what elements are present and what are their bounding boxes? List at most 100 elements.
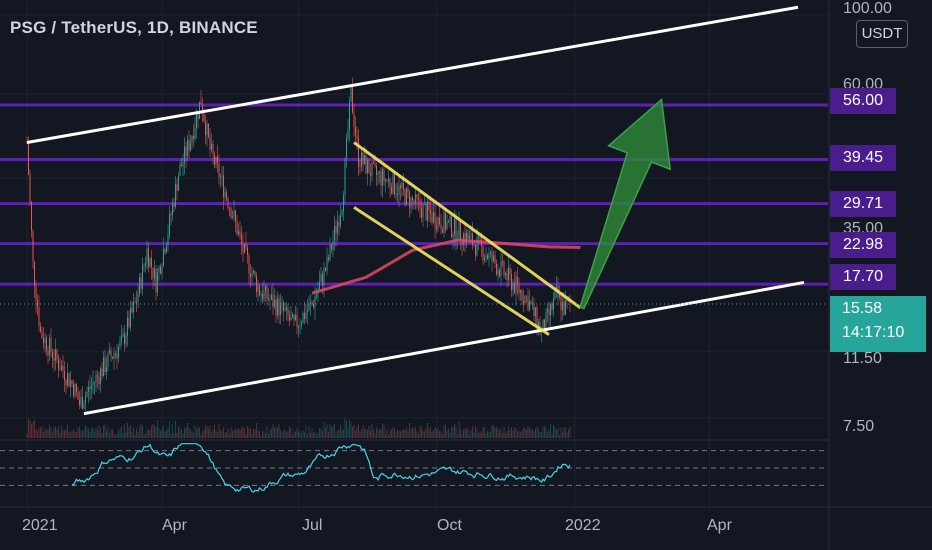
volume-bar <box>388 434 389 438</box>
candle <box>230 205 232 220</box>
candle-body <box>59 369 61 371</box>
volume-bar <box>253 428 254 438</box>
volume-bar <box>259 431 260 438</box>
candle-body <box>295 315 296 321</box>
candle <box>151 250 152 280</box>
candle <box>491 247 493 272</box>
candle-body <box>38 307 40 327</box>
candle <box>208 123 209 139</box>
candle-body <box>277 298 278 316</box>
candle <box>218 154 220 185</box>
candle-body <box>31 201 32 232</box>
candle <box>169 205 170 240</box>
candle-body <box>329 244 331 260</box>
volume-bar <box>226 432 227 438</box>
volume-bar <box>374 433 376 438</box>
volume-bar <box>497 427 499 438</box>
candle <box>155 265 157 301</box>
volume-bar <box>439 431 440 438</box>
volume-bar <box>70 432 71 438</box>
candle-body <box>271 294 272 300</box>
candle-body <box>496 263 497 275</box>
candle <box>98 371 100 391</box>
candle <box>175 175 176 210</box>
volume-bar <box>139 427 140 438</box>
candle-body <box>98 376 100 385</box>
volume-bar <box>251 433 253 438</box>
candle <box>377 170 379 185</box>
volume-bar <box>364 428 365 438</box>
volume-bar <box>292 434 293 438</box>
candle-body <box>67 373 68 386</box>
candle-body <box>223 175 224 198</box>
volume-bar <box>91 427 92 438</box>
candle <box>448 219 449 223</box>
candle <box>170 210 172 226</box>
candle-body <box>278 298 280 316</box>
currency-unit-button[interactable]: USDT <box>856 20 908 48</box>
candle <box>253 268 254 275</box>
volume-bar <box>377 430 379 438</box>
volume-bar <box>427 422 428 438</box>
candle <box>65 378 67 395</box>
candle-body <box>167 234 169 246</box>
volume-bar <box>73 429 74 438</box>
candle-body <box>475 245 476 256</box>
candle-body <box>499 269 500 277</box>
volume-bar <box>191 431 193 438</box>
volume-bar <box>254 429 256 438</box>
volume-bar <box>157 420 158 438</box>
candle-body <box>181 164 182 167</box>
volume-bar <box>106 430 107 438</box>
candle-body <box>430 210 431 214</box>
volume-bar <box>317 432 319 438</box>
volume-bar <box>125 431 127 438</box>
volume-bar <box>313 432 314 438</box>
candle <box>124 324 125 352</box>
volume-bar <box>274 427 275 438</box>
volume-bar <box>334 424 335 438</box>
candle <box>284 303 286 312</box>
candle <box>434 204 436 239</box>
candle <box>221 166 223 186</box>
candle-body <box>313 304 314 308</box>
candle <box>556 275 557 299</box>
candle <box>412 194 413 210</box>
candle-body <box>320 273 322 282</box>
volume-bar <box>145 433 146 438</box>
volume-bar <box>356 427 358 438</box>
volume-bar <box>397 429 398 438</box>
candle-body <box>512 282 514 291</box>
candle <box>427 194 428 228</box>
candle-body <box>301 323 302 325</box>
volume-bar <box>400 431 401 438</box>
candle <box>352 77 353 114</box>
candle <box>328 254 329 263</box>
candle-body <box>316 294 317 297</box>
candle-body <box>274 299 275 308</box>
candle <box>167 224 169 252</box>
candle <box>163 237 164 268</box>
candle <box>359 159 361 174</box>
candle-body <box>469 235 470 239</box>
candle-body <box>340 215 341 226</box>
volume-bar <box>368 425 370 438</box>
candle <box>499 267 500 278</box>
volume-bar <box>197 426 199 438</box>
volume-bar <box>301 433 302 438</box>
candle-body <box>227 198 229 208</box>
candle <box>248 252 250 285</box>
candle <box>344 157 346 204</box>
volume-bar <box>290 428 292 438</box>
candle <box>386 179 388 183</box>
candle-body <box>305 312 307 319</box>
candle <box>154 259 155 286</box>
candle-body <box>431 213 433 223</box>
volume-bar <box>392 426 394 438</box>
candle <box>503 259 505 279</box>
volume-bar <box>509 429 511 438</box>
volume-bar <box>158 428 160 438</box>
candle-body <box>299 324 301 326</box>
volume-bar <box>235 428 236 438</box>
